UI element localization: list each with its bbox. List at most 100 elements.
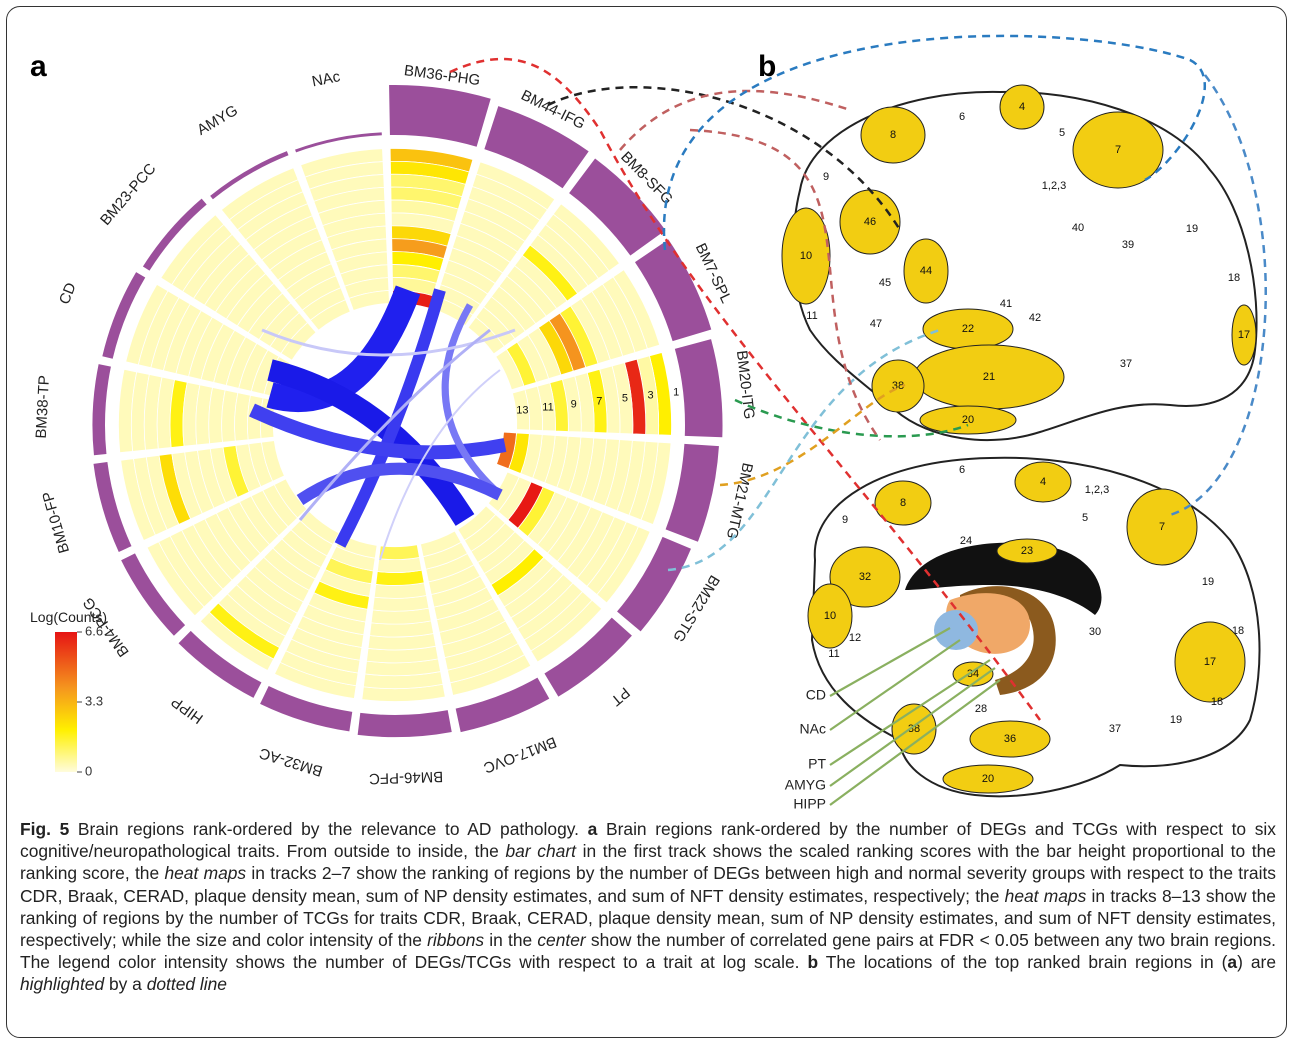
region-number: 38: [908, 723, 920, 735]
region-label: PT: [607, 684, 633, 709]
region-number: 23: [1021, 545, 1033, 557]
legend-tick-label: 0: [85, 763, 92, 778]
region-label: BM17-OVC: [481, 733, 559, 776]
region-label: CD: [56, 280, 80, 307]
region-label: BM36-PHG: [403, 62, 481, 89]
heat-cell: [378, 544, 420, 561]
caption-text: The locations of the top ranked brain re…: [818, 952, 1228, 973]
region-number: 39: [1122, 239, 1134, 251]
legend-tick-label: 6.6: [85, 623, 103, 638]
highlighted-region: [942, 764, 1034, 794]
region-number: 6: [959, 111, 965, 123]
region-number: 11: [806, 310, 817, 322]
caption-text: by a: [104, 974, 147, 995]
highlighted-region: [919, 405, 1017, 435]
region-number: 9: [823, 171, 829, 183]
ribbon: [441, 303, 498, 493]
score-bar: [484, 106, 589, 189]
connector: [1169, 74, 1267, 517]
region-number: 10: [800, 250, 812, 262]
arrow: [829, 659, 991, 766]
region-label: BM46-PFC: [369, 768, 444, 787]
score-bar: [92, 364, 111, 456]
ribbon: [298, 328, 491, 521]
heat-cell: [457, 505, 497, 541]
subcortical-label: AMYG: [785, 777, 826, 793]
connector: [667, 328, 941, 572]
region-label: BM23-PCC: [97, 160, 160, 229]
region-number: 19: [1202, 576, 1214, 588]
highlighted-region: [860, 106, 926, 164]
ribbon: [249, 403, 507, 460]
region-number: 24: [960, 535, 972, 547]
legend-tick-label: 3.3: [85, 693, 103, 708]
ribbons: [249, 285, 516, 561]
subcortical-arrows: [829, 627, 1001, 806]
region-number: 8: [900, 497, 906, 509]
caption-text: b: [807, 952, 819, 973]
region-number: 1,2,3: [1085, 484, 1109, 496]
ribbon: [267, 359, 475, 526]
region-number: 21: [983, 371, 995, 383]
caption-text: a: [1227, 952, 1238, 973]
heat-cell: [261, 440, 285, 482]
region-label: BM38-TP: [33, 375, 53, 439]
panel-label: b: [758, 50, 776, 83]
heat-cell: [496, 431, 517, 470]
highlighted-region: [952, 661, 994, 687]
region-number: 36: [1004, 733, 1016, 745]
highlighted-region: [874, 480, 932, 526]
region-number: 5: [1082, 512, 1088, 524]
region-number: 12: [849, 632, 861, 644]
highlighted-region: [903, 238, 949, 304]
panel-label: a: [30, 50, 47, 83]
score-bar: [295, 132, 382, 153]
region-label: AMYG: [194, 102, 241, 139]
score-bar: [455, 677, 550, 733]
highlighted-region: [996, 538, 1058, 564]
score-bar: [210, 151, 289, 200]
caption-text: in the: [484, 930, 538, 951]
caption-text: in the first track shows the scaled rank…: [20, 841, 1276, 884]
highlighted-region: [829, 546, 901, 608]
region-number: 42: [1029, 312, 1041, 324]
region-number: 47: [870, 318, 882, 330]
score-bar: [142, 198, 207, 271]
connector: [719, 383, 906, 487]
score-bar: [617, 536, 691, 632]
region-number: 20: [982, 773, 994, 785]
region-number: 37: [1120, 358, 1132, 370]
region-number: 46: [864, 216, 876, 228]
panel-a: BM36-PHGBM44-IFGBM8-SFGBM7-SPLBM20-ITGBM…: [30, 62, 758, 787]
heat-cell: [495, 348, 525, 391]
highlighted-region: [999, 84, 1045, 130]
highlighted-region: [1231, 304, 1257, 366]
region-label: BM21-MTG: [723, 461, 756, 540]
score-bar: [93, 462, 132, 552]
region-number: 30: [1089, 626, 1101, 638]
score-bar: [121, 553, 186, 636]
arrow: [829, 627, 951, 697]
caption-text: highlighted: [20, 974, 105, 995]
region-number: 22: [962, 323, 974, 335]
score-bar: [102, 272, 146, 359]
caption-text: in tracks 2–7 show the ranking of region…: [20, 863, 1276, 906]
region-label: BM20-ITG: [733, 350, 758, 421]
caudate: [934, 610, 978, 650]
region-number: 6: [959, 464, 965, 476]
caption: Fig. 5 Brain regions rank-ordered by the…: [20, 818, 1276, 996]
highlighted-region: [1072, 111, 1164, 189]
subcortical-label: HIPP: [793, 796, 826, 812]
region-label: BM22-STG: [669, 572, 723, 645]
ribbon: [334, 288, 446, 548]
score-bar: [178, 630, 262, 698]
region-number: 4: [1019, 101, 1025, 113]
ribbon: [266, 285, 421, 412]
highlighted-region: [1014, 461, 1072, 503]
connector: [449, 57, 1042, 721]
caption-text: heat maps: [1004, 885, 1087, 906]
heat-cell: [309, 299, 351, 331]
track-label: 11: [542, 401, 553, 413]
